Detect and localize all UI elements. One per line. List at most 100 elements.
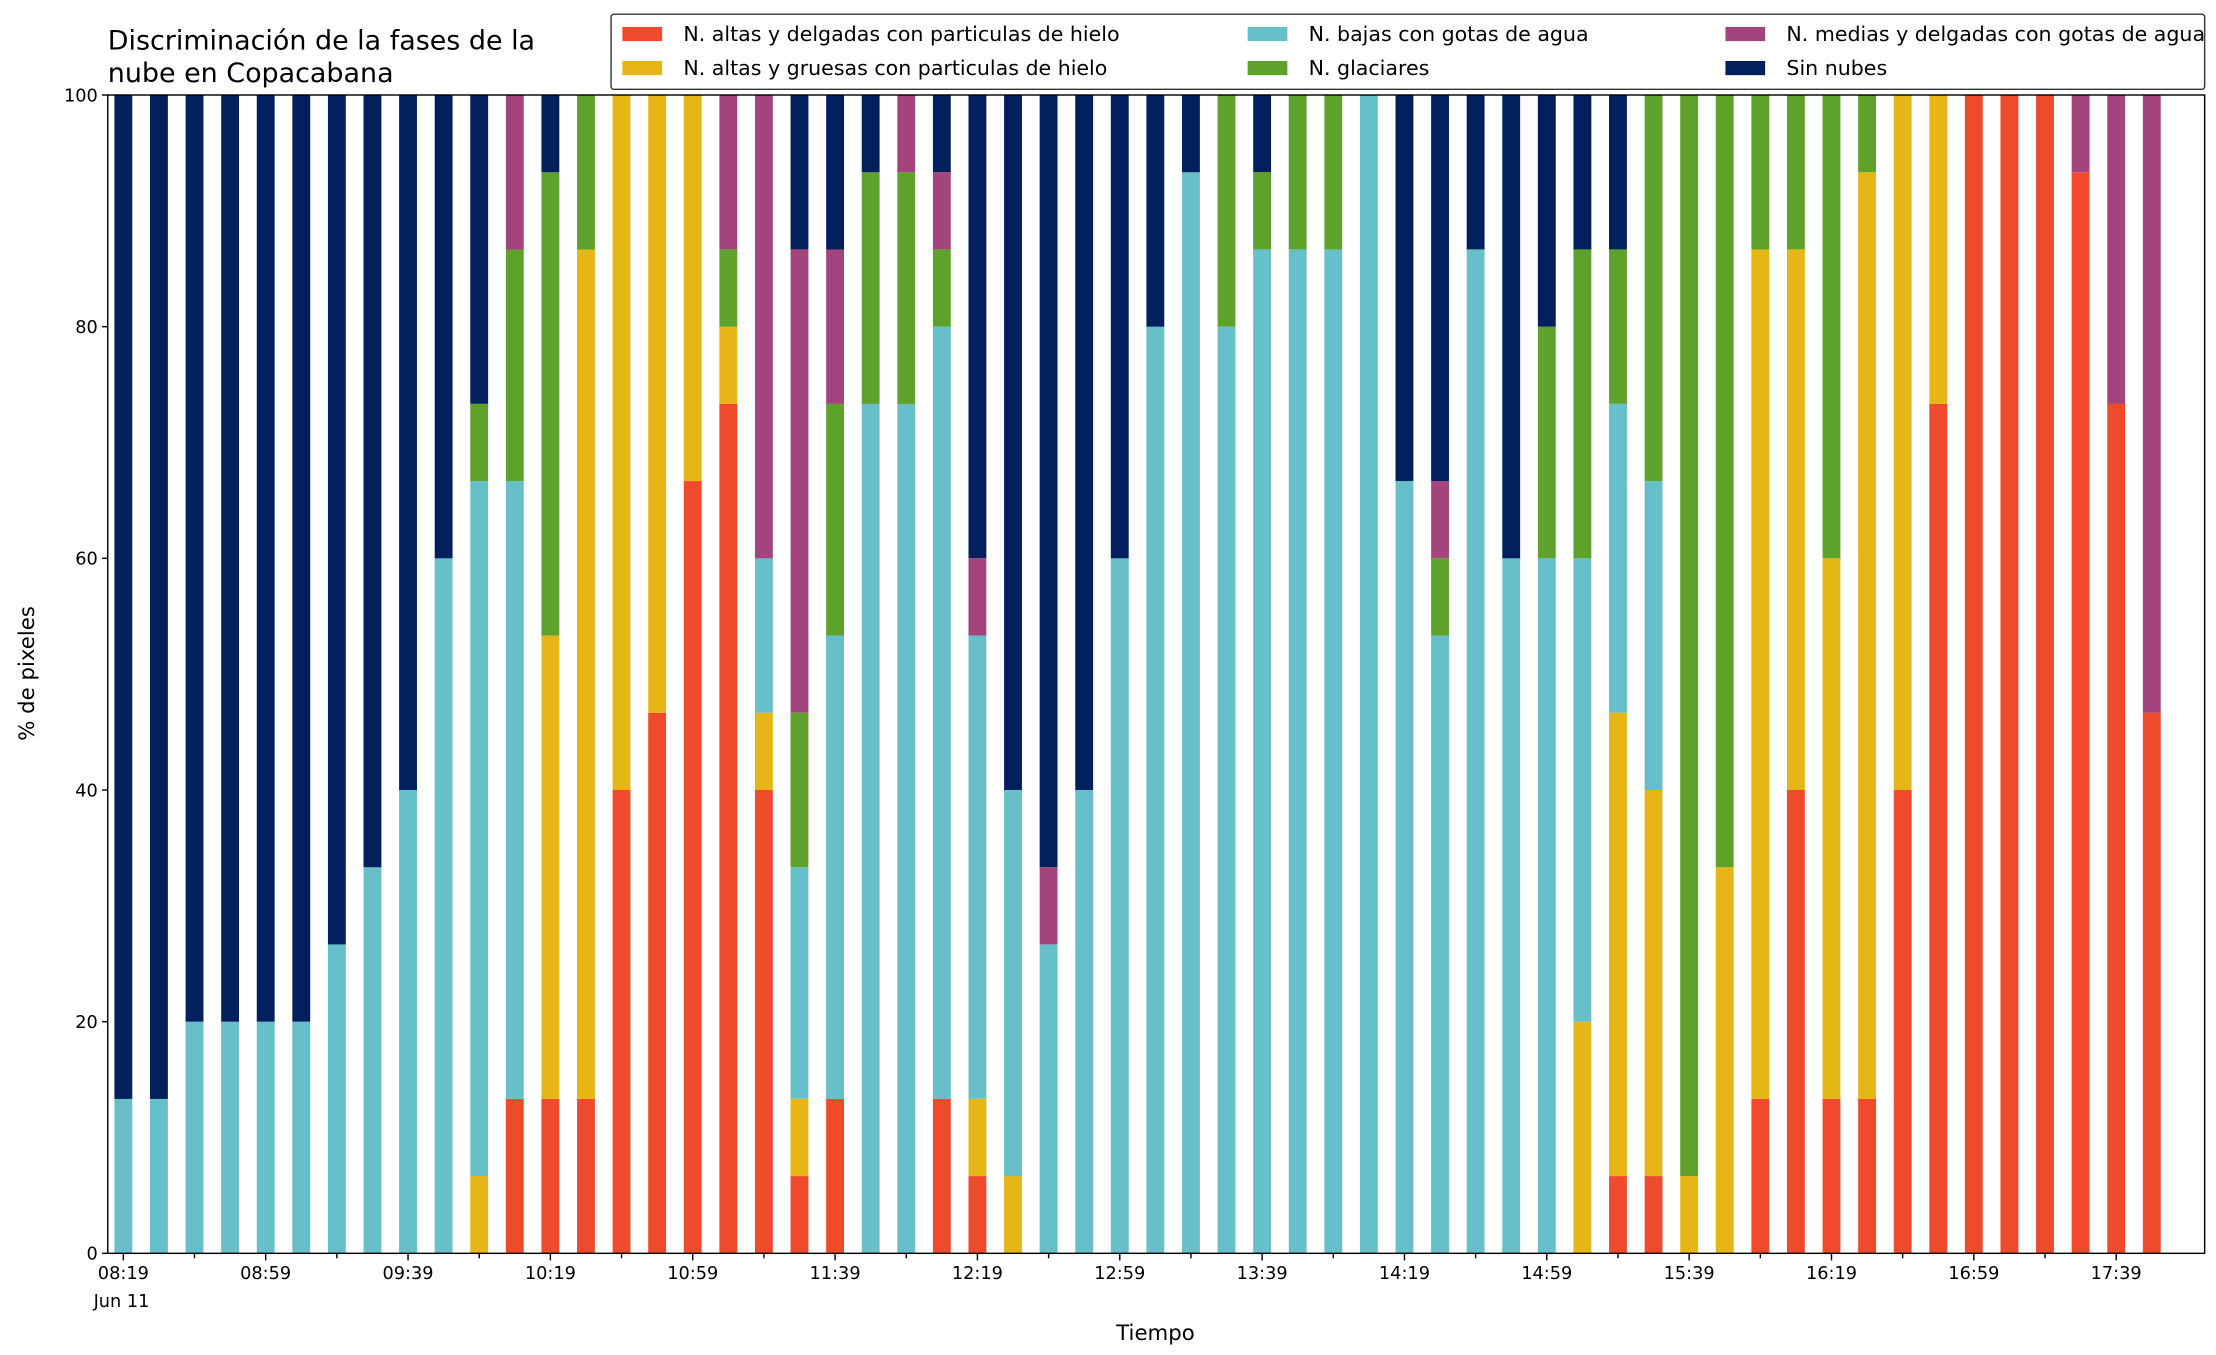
bar-segment [754, 558, 773, 713]
bar-segment [932, 1098, 951, 1254]
bar-segment [1039, 867, 1058, 945]
bar-segment [932, 249, 951, 327]
bar-segment [932, 94, 951, 173]
bar-segment [1324, 249, 1343, 1254]
bar-segment [968, 1176, 987, 1254]
bar-segment [968, 635, 987, 1099]
bar-segment [861, 403, 880, 1254]
legend-swatch [622, 60, 663, 76]
y-tick-label: 0 [87, 1245, 98, 1265]
legend-swatch [1247, 60, 1288, 76]
plot-frame [107, 94, 2206, 1255]
bar-segment [1217, 95, 1236, 327]
x-tick-label: 12:19 [952, 1264, 1003, 1284]
bar-segment [754, 712, 773, 791]
bar-segment [826, 403, 845, 636]
bar-segment [754, 790, 773, 1254]
bar-segment [541, 95, 560, 173]
bar-segment [1644, 1176, 1663, 1254]
bar-segment [968, 1098, 987, 1177]
bar-segment [861, 172, 880, 404]
bar-segment [1680, 95, 1699, 1177]
bar-segment [719, 326, 738, 404]
bar-segment [897, 172, 916, 404]
bar-segment [1288, 249, 1307, 1254]
bar-segment [434, 95, 453, 559]
bar-segment [399, 95, 417, 791]
legend-label: Sin nubes [1786, 56, 1887, 80]
bar-segment [1431, 481, 1449, 559]
bar-segment [648, 95, 667, 713]
bar-segment [221, 95, 240, 1022]
bar-segment [2071, 95, 2090, 173]
bar-segment [1609, 95, 1627, 250]
bar-segment [1146, 95, 1165, 327]
bar-segment [577, 1098, 595, 1254]
x-tick-label: 11:39 [810, 1264, 861, 1284]
bar-segment [363, 95, 382, 868]
legend-label: N. glaciares [1309, 56, 1430, 80]
bar-segment [1573, 95, 1592, 250]
bar-segment [754, 95, 773, 559]
bar-segment [861, 95, 880, 173]
y-tick-label: 20 [75, 1013, 98, 1033]
bar-segment [470, 481, 489, 1177]
x-tick-label: 15:39 [1664, 1264, 1715, 1284]
x-tick-label: 08:59 [240, 1264, 291, 1284]
bar-segment [2071, 172, 2090, 1254]
bar-segment [1573, 1021, 1592, 1254]
bar-segment [1004, 1176, 1022, 1254]
bar-segment [826, 635, 845, 1099]
bar-segment [1751, 249, 1770, 1099]
bar-segment [719, 403, 738, 1254]
y-tick-label: 80 [75, 318, 98, 338]
bar-segment [1609, 712, 1627, 1177]
bar-segment [470, 403, 489, 482]
bar-segment [363, 867, 382, 1254]
bar-segment [505, 481, 524, 1099]
bar-segment [541, 635, 560, 1099]
legend-label: N. bajas con gotas de agua [1309, 22, 1589, 46]
bar-segment [1502, 95, 1521, 559]
legend-swatch [1247, 26, 1288, 42]
bar-segment [1110, 95, 1129, 559]
bar-segment [1217, 326, 1236, 1254]
bar-segment [1395, 481, 1414, 1254]
y-tick-label: 40 [75, 781, 98, 801]
bar-segment [150, 95, 168, 1099]
bar-segment [1075, 790, 1094, 1254]
bar-segment [2142, 95, 2161, 713]
legend-label: N. altas y delgadas con particulas de hi… [683, 22, 1119, 46]
bar-segment [1431, 558, 1449, 636]
bar-segment [932, 172, 951, 250]
bar-segment [1075, 95, 1094, 791]
bar-segment [1359, 95, 1378, 1254]
bar-segment [1039, 94, 1058, 868]
x-tick-label: 10:59 [667, 1264, 718, 1284]
bar-segment [1288, 95, 1307, 250]
bar-segment [2107, 403, 2126, 1254]
bar-segment [1004, 95, 1022, 791]
bar-segment [1644, 95, 1663, 482]
bar-segment [1573, 249, 1592, 559]
bar-segment [1466, 95, 1485, 250]
bar-segment [114, 95, 133, 1099]
bar-segment [683, 95, 702, 482]
bar-segment [826, 95, 845, 250]
bar-segment [932, 326, 951, 1099]
bar-segment [577, 95, 595, 250]
x-tick-label: 14:19 [1379, 1264, 1430, 1284]
date-label: Jun 11 [93, 1292, 150, 1312]
bar-segment [1537, 326, 1556, 559]
bar-segment [1751, 95, 1770, 250]
y-axis-label: % de pixeles [15, 606, 40, 741]
bar-segment [1609, 249, 1627, 404]
bar-segment [612, 790, 631, 1254]
bar-segment [1039, 944, 1058, 1254]
bar-segment [1253, 249, 1272, 1254]
x-tick-label: 16:59 [1948, 1264, 1999, 1284]
bar-segment [2000, 95, 2019, 1254]
bar-segment [2036, 95, 2054, 1254]
bar-segment [434, 558, 453, 1254]
